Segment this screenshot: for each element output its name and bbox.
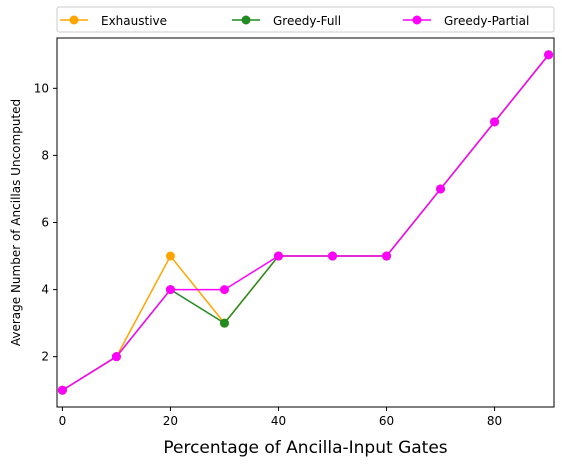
y-tick-label: 4 [41, 283, 49, 297]
x-axis-label: Percentage of Ancilla-Input Gates [163, 438, 447, 458]
data-point [111, 352, 121, 362]
series-line [62, 54, 550, 391]
data-point [273, 251, 283, 261]
legend-frame [56, 6, 555, 33]
legend-label: Greedy-Full [273, 14, 341, 28]
data-point [328, 251, 338, 261]
legend-entry: Greedy-Partial [403, 14, 529, 28]
legend-label: Exhaustive [101, 14, 167, 28]
series-layer [57, 50, 554, 395]
data-point [57, 385, 67, 395]
data-point [436, 184, 446, 194]
legend-entry: Greedy-Full [232, 14, 341, 28]
y-tick-label: 2 [41, 350, 49, 364]
plot-axes: 0 20 40 60 80 2 4 6 8 10 [34, 81, 502, 428]
plot-frame [56, 37, 555, 408]
x-tick-label: 0 [59, 414, 67, 428]
data-point [165, 251, 175, 261]
legend: Exhaustive Greedy-Full Greedy-Partial [56, 6, 555, 33]
y-tick-label: 10 [34, 81, 49, 95]
series-line [62, 54, 550, 391]
series-line [62, 54, 550, 391]
x-tick-label: 80 [487, 414, 502, 428]
y-axis-label: Average Number of Ancillas Uncomputed [9, 99, 23, 346]
legend-entry: Exhaustive [60, 14, 167, 28]
legend-marker [412, 15, 422, 25]
legend-marker [69, 15, 79, 25]
series-exhaustive [57, 50, 554, 395]
series-greedy-full [57, 50, 554, 395]
legend-marker [241, 15, 251, 25]
data-point [544, 50, 554, 60]
data-point [219, 285, 229, 295]
x-tick-label: 40 [271, 414, 286, 428]
x-tick-label: 20 [163, 414, 178, 428]
data-point [219, 318, 229, 328]
data-point [165, 285, 175, 295]
x-tick-label: 60 [379, 414, 394, 428]
legend-label: Greedy-Partial [444, 14, 529, 28]
series-greedy-partial [57, 50, 554, 395]
data-point [490, 117, 500, 127]
y-tick-label: 8 [41, 148, 49, 162]
data-point [382, 251, 392, 261]
y-tick-label: 6 [41, 216, 49, 230]
